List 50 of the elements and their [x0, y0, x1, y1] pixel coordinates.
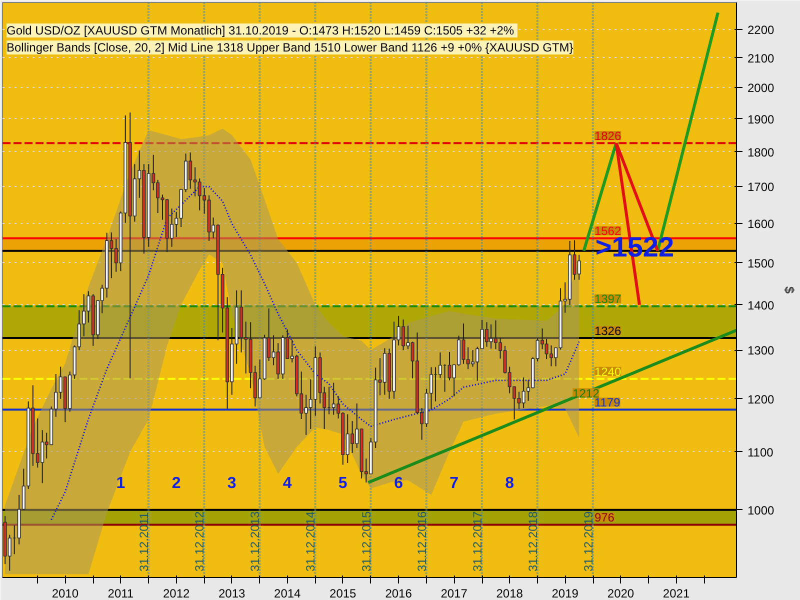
- x-tick-label: 2020: [607, 586, 634, 600]
- ref-line-label: 31.12.2014: [304, 511, 318, 572]
- ref-line-label: 31.12.2011: [137, 512, 152, 572]
- y-tick-label: 2000: [748, 81, 775, 96]
- x-tick-label: 2011: [108, 586, 134, 600]
- x-tick-label: 2018: [496, 586, 524, 600]
- x-tick-label: 2014: [274, 586, 302, 600]
- ref-line-label: 976: [594, 510, 615, 525]
- x-tick-label: 2010: [52, 586, 79, 600]
- annotation: 7: [450, 474, 459, 492]
- ref-line-label: 31.12.2015: [359, 511, 374, 572]
- x-tick-label: 2013: [218, 586, 246, 600]
- ref-line-label: 31.12.2013: [248, 511, 262, 572]
- x-tick-label: 2016: [385, 586, 412, 600]
- ref-line-label: 31.12.2019: [581, 511, 596, 572]
- y-axis-title: $: [782, 286, 798, 294]
- y-tick-label: 1500: [748, 256, 775, 270]
- ref-line-label: 1240: [594, 364, 622, 379]
- ref-line-label: 31.12.2017: [470, 511, 484, 572]
- y-tick-label: 1900: [748, 112, 775, 126]
- annotation: 2: [172, 474, 181, 492]
- ref-line-label: 31.12.2018: [526, 511, 540, 572]
- y-tick-label: 1800: [748, 145, 775, 160]
- ref-line-label: 31.12.2016: [414, 511, 429, 572]
- ref-line-label: 1826: [594, 129, 622, 144]
- annotation: 3: [227, 474, 236, 492]
- y-tick-label: 1000: [748, 503, 775, 518]
- y-tick-label: 1100: [748, 445, 774, 460]
- text: Bollinger Bands [Close, 20, 2] Mid Line 1318 Upper Band 1510 Lower Band 1126 +9 +0% {XAUUSD GTM}: [6, 40, 574, 54]
- y-tick-label: 1700: [748, 180, 775, 194]
- annotation: 4: [282, 474, 292, 492]
- x-tick-label: 2021: [662, 586, 690, 600]
- x-tick-label: 2017: [440, 586, 468, 600]
- x-tick-label: 2019: [552, 586, 579, 600]
- annotation: 8: [505, 474, 514, 492]
- annotation: 1: [116, 474, 126, 492]
- ref-line-label: 1397: [594, 292, 622, 306]
- y-tick-label: 1200: [748, 392, 775, 406]
- y-tick-label: 2200: [748, 23, 775, 38]
- ref-line-label: 31.12.2012: [192, 511, 207, 572]
- y-tick-label: 1400: [748, 298, 775, 312]
- x-tick-label: 2015: [330, 586, 357, 600]
- text: Gold USD/OZ [XAUUSD GTM Monatlich] 31.10.2019 - O:1473 H:1520 L:1459 C:1505 +32 +2%: [6, 24, 514, 38]
- annotation: 5: [338, 474, 348, 492]
- y-tick-label: 1300: [748, 344, 775, 358]
- y-tick-label: 2100: [748, 51, 775, 66]
- x-tick-label: 2012: [162, 586, 190, 600]
- annotation: 6: [394, 474, 404, 492]
- y-tick-label: 1600: [748, 217, 775, 232]
- ref-line-label: 1326: [594, 324, 622, 338]
